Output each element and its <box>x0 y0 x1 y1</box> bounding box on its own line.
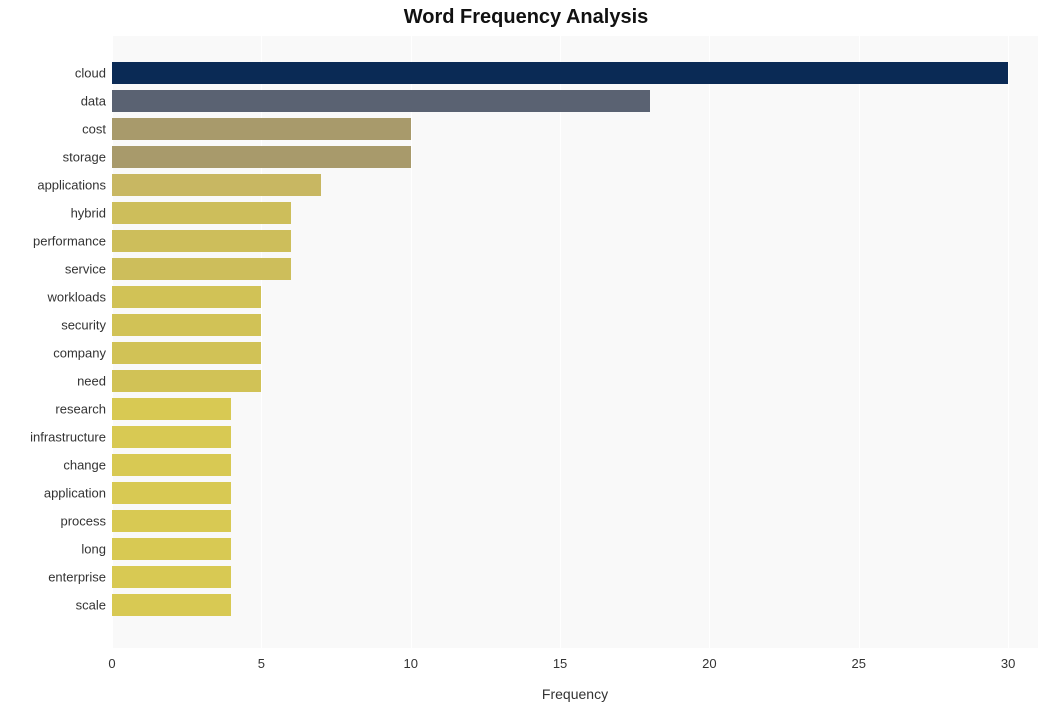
x-tick-label: 0 <box>108 648 115 671</box>
y-tick-label: cloud <box>75 66 112 81</box>
x-tick-label: 10 <box>403 648 417 671</box>
bar-row: scale <box>112 594 1038 616</box>
bar <box>112 538 231 560</box>
bar-row: storage <box>112 146 1038 168</box>
bar-row: data <box>112 90 1038 112</box>
bar-row: enterprise <box>112 566 1038 588</box>
bar <box>112 62 1008 84</box>
bar <box>112 174 321 196</box>
chart-title: Word Frequency Analysis <box>0 6 1052 29</box>
bar <box>112 230 291 252</box>
bar <box>112 146 411 168</box>
bar <box>112 286 261 308</box>
x-tick-label: 25 <box>852 648 866 671</box>
x-tick-label: 5 <box>258 648 265 671</box>
y-tick-label: performance <box>33 234 112 249</box>
y-tick-label: change <box>63 458 112 473</box>
y-tick-label: need <box>77 374 112 389</box>
y-tick-label: company <box>53 346 112 361</box>
bar <box>112 510 231 532</box>
bar-row: need <box>112 370 1038 392</box>
bar <box>112 594 231 616</box>
bar-row: company <box>112 342 1038 364</box>
bar-row: research <box>112 398 1038 420</box>
bar <box>112 426 231 448</box>
x-tick-label: 20 <box>702 648 716 671</box>
x-axis-label: Frequency <box>542 686 608 702</box>
bar-row: security <box>112 314 1038 336</box>
plot-area: 051015202530clouddatacoststorageapplicat… <box>112 36 1038 648</box>
bar-row: hybrid <box>112 202 1038 224</box>
bar-row: cost <box>112 118 1038 140</box>
bar-row: cloud <box>112 62 1038 84</box>
y-tick-label: infrastructure <box>30 430 112 445</box>
bar-row: application <box>112 482 1038 504</box>
y-tick-label: data <box>81 94 112 109</box>
bar <box>112 370 261 392</box>
bar-row: workloads <box>112 286 1038 308</box>
y-tick-label: enterprise <box>48 570 112 585</box>
x-tick-label: 30 <box>1001 648 1015 671</box>
bar <box>112 258 291 280</box>
y-tick-label: cost <box>82 122 112 137</box>
bar <box>112 90 650 112</box>
y-tick-label: storage <box>63 150 112 165</box>
y-tick-label: process <box>60 514 112 529</box>
bar-row: long <box>112 538 1038 560</box>
y-tick-label: long <box>81 542 112 557</box>
y-tick-label: applications <box>37 178 112 193</box>
bar <box>112 314 261 336</box>
bar <box>112 202 291 224</box>
y-tick-label: hybrid <box>71 206 112 221</box>
bar-row: process <box>112 510 1038 532</box>
y-tick-label: application <box>44 486 112 501</box>
bar <box>112 454 231 476</box>
bar <box>112 342 261 364</box>
bar-row: service <box>112 258 1038 280</box>
y-tick-label: service <box>65 262 112 277</box>
y-tick-label: research <box>55 402 112 417</box>
bar-row: infrastructure <box>112 426 1038 448</box>
bar-row: performance <box>112 230 1038 252</box>
bar <box>112 118 411 140</box>
bar <box>112 566 231 588</box>
bar-row: applications <box>112 174 1038 196</box>
bar <box>112 482 231 504</box>
y-tick-label: workloads <box>47 290 112 305</box>
y-tick-label: scale <box>76 598 112 613</box>
x-tick-label: 15 <box>553 648 567 671</box>
bar <box>112 398 231 420</box>
chart-container: Word Frequency Analysis 0 5 10 15 20 25 30 clou… <box>0 0 1052 701</box>
y-tick-label: security <box>61 318 112 333</box>
bar-row: change <box>112 454 1038 476</box>
